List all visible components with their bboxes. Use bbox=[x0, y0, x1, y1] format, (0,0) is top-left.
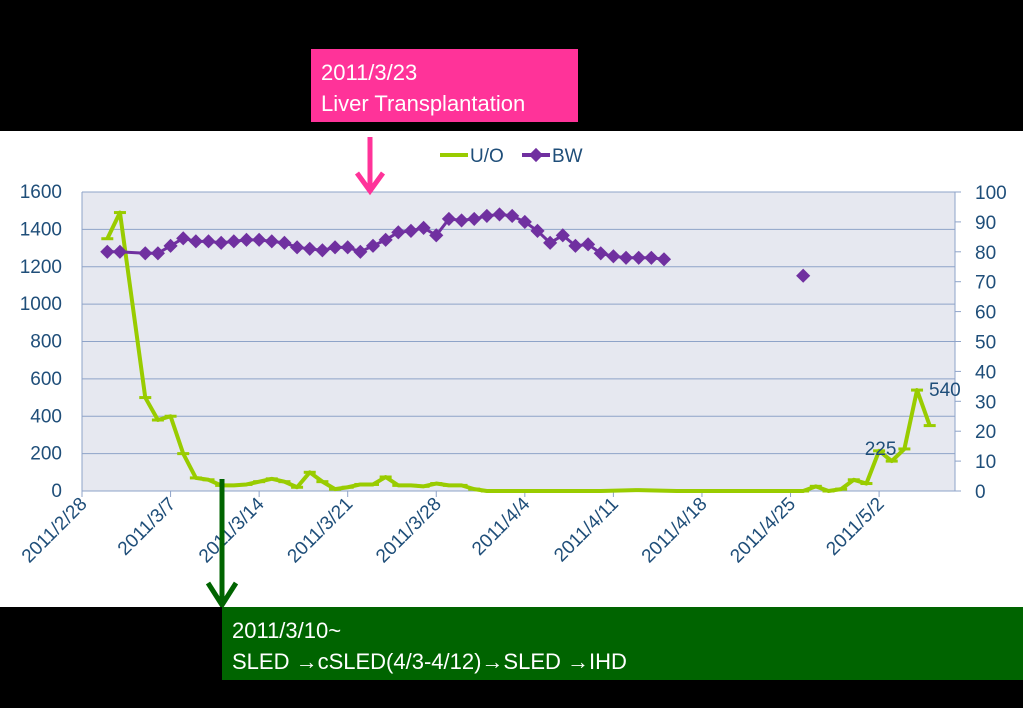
y-left-tick-label: 800 bbox=[30, 332, 62, 353]
dialysis-arrow-head bbox=[205, 581, 239, 607]
bw-point bbox=[479, 208, 494, 223]
bw-point bbox=[188, 234, 203, 249]
y-right-tick-label: 20 bbox=[975, 422, 996, 443]
bw-point bbox=[656, 252, 672, 267]
bw-point bbox=[543, 235, 558, 250]
x-tick-label: 2011/4/4 bbox=[468, 493, 534, 559]
line-chart: 0 200 400 600 800 1000 1200 1400 1600 0 10 20 30 40 50… bbox=[18, 137, 1007, 607]
y-right-tick-label: 40 bbox=[975, 362, 996, 383]
bw-point bbox=[353, 244, 368, 259]
bw-point bbox=[416, 220, 431, 235]
chart-panel: 0 200 400 600 800 1000 1200 1400 1600 0 10 20 30 40 50… bbox=[0, 131, 1023, 607]
y-left-tick-label: 600 bbox=[30, 369, 62, 390]
bw-point bbox=[226, 234, 241, 249]
bw-point bbox=[391, 225, 406, 240]
legend-label: BW bbox=[552, 146, 583, 167]
y-left-tick-label: 400 bbox=[30, 406, 62, 427]
bw-point bbox=[454, 213, 469, 228]
data-label: 540 bbox=[929, 380, 961, 401]
y-right-tick-label: 10 bbox=[975, 452, 996, 473]
data-label: 225 bbox=[865, 439, 897, 460]
bw-point bbox=[441, 211, 456, 226]
y-left-tick-label: 1600 bbox=[20, 182, 62, 203]
uo-series-line bbox=[105, 210, 932, 493]
bw-point bbox=[315, 243, 330, 258]
bw-point bbox=[618, 250, 634, 265]
y-left-tick-label: 200 bbox=[30, 444, 62, 465]
y-left-tick-label: 1400 bbox=[20, 219, 62, 240]
x-tick-label: 2011/3/28 bbox=[372, 494, 446, 568]
dialysis-callout: 2011/3/10~ SLED →cSLED(4/3-4/12)→SLED →I… bbox=[222, 607, 1023, 680]
legend-label: U/O bbox=[470, 146, 504, 167]
callout-start-date: 2011/3/10~ bbox=[232, 618, 342, 643]
bw-point bbox=[201, 234, 216, 249]
y-left-tick-label: 0 bbox=[51, 481, 62, 502]
y-left-tick-label: 1200 bbox=[20, 257, 62, 278]
bw-point bbox=[327, 240, 343, 255]
callout-therapy-sequence: SLED →cSLED(4/3-4/12)→SLED →IHD bbox=[232, 649, 627, 674]
x-tick-label: 2011/3/14 bbox=[195, 493, 269, 567]
bw-point bbox=[290, 240, 305, 255]
bw-point bbox=[555, 228, 570, 243]
bw-point bbox=[492, 207, 507, 222]
bw-point bbox=[467, 211, 482, 226]
bw-point bbox=[340, 240, 355, 255]
bw-point bbox=[403, 223, 419, 238]
x-tick-label: 2011/3/7 bbox=[114, 494, 180, 560]
y-right-tick-label: 30 bbox=[975, 392, 996, 413]
bw-point bbox=[365, 238, 381, 253]
transplant-arrow-head bbox=[354, 171, 386, 196]
y-right-tick-label: 50 bbox=[975, 333, 996, 354]
x-tick-label: 2011/2/28 bbox=[18, 494, 92, 568]
y-right-tick-label: 100 bbox=[975, 183, 1007, 204]
x-tick-label: 2011/4/18 bbox=[638, 494, 712, 568]
x-tick-label: 2011/4/25 bbox=[726, 494, 800, 568]
y-left-tick-label: 1000 bbox=[20, 294, 62, 315]
bw-point bbox=[429, 228, 444, 243]
y-right-tick-label: 90 bbox=[975, 213, 996, 234]
bw-point bbox=[530, 223, 545, 238]
y-right-tick-label: 60 bbox=[975, 303, 996, 324]
bw-point bbox=[568, 238, 583, 253]
liver-transplantation-callout: 2011/3/23 Liver Transplantation bbox=[311, 49, 578, 122]
y-right-tick-label: 0 bbox=[975, 482, 986, 503]
bw-point bbox=[606, 249, 621, 264]
bw-point bbox=[264, 234, 279, 249]
y-right-tick-label: 80 bbox=[975, 243, 996, 264]
bw-point bbox=[378, 232, 393, 247]
bw-point bbox=[302, 241, 317, 256]
bw-point bbox=[163, 238, 178, 253]
y-right-tick-label: 70 bbox=[975, 273, 996, 294]
x-tick-label: 2011/4/11 bbox=[550, 494, 623, 567]
bw-point bbox=[277, 235, 292, 250]
bw-point bbox=[581, 237, 596, 252]
bw-point bbox=[796, 268, 811, 283]
bw-point bbox=[517, 214, 532, 229]
bw-point bbox=[593, 246, 608, 261]
x-tick-label: 2011/5/2 bbox=[822, 494, 888, 560]
callout-event: Liver Transplantation bbox=[321, 91, 526, 116]
bw-point bbox=[644, 250, 659, 265]
x-tick-label: 2011/3/21 bbox=[284, 494, 358, 568]
legend-marker bbox=[528, 147, 544, 163]
callout-date: 2011/3/23 bbox=[321, 60, 418, 85]
bw-point bbox=[631, 250, 646, 265]
